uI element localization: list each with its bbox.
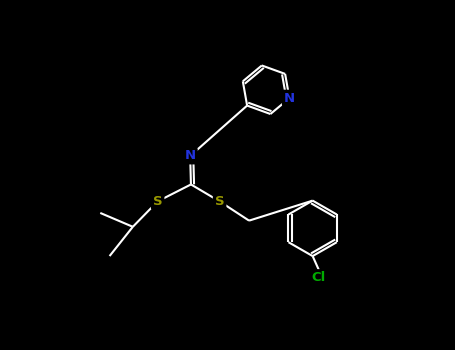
Text: S: S (153, 195, 162, 208)
Text: N: N (284, 92, 295, 105)
Text: S: S (215, 195, 224, 208)
Text: Cl: Cl (312, 271, 326, 284)
Text: N: N (185, 149, 196, 162)
